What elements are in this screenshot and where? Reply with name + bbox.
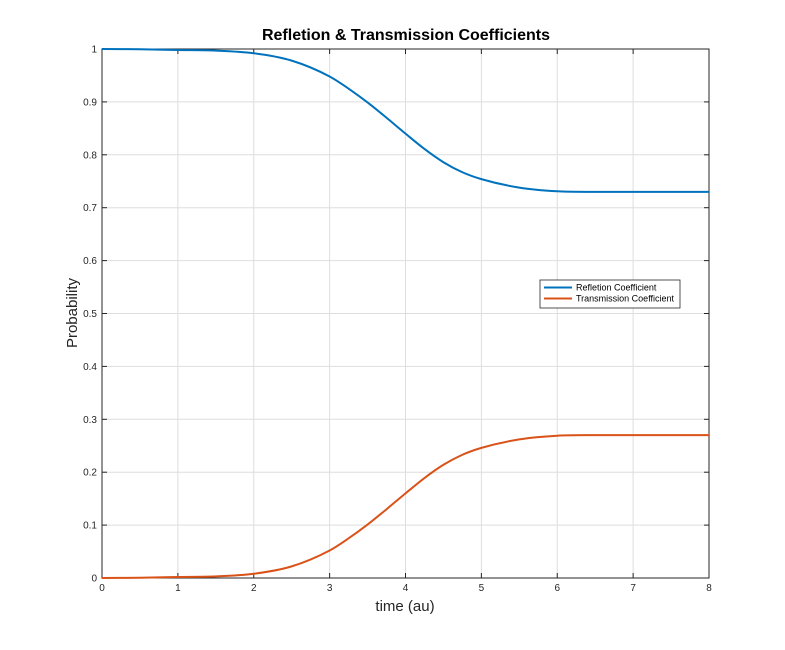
y-tick-label: 0.2: [83, 468, 97, 479]
y-tick-label: 0.1: [83, 521, 97, 532]
legend-box: [539, 279, 681, 309]
y-tick-label: 0.5: [83, 309, 97, 320]
series-line-0: [101, 48, 709, 193]
x-tick-label: 1: [175, 583, 181, 594]
series-layer: [101, 48, 709, 579]
legend-label: Refletion Coefficient: [576, 283, 657, 293]
grid-lines: [101, 48, 710, 579]
x-tick-label: 0: [99, 583, 105, 594]
x-tick-label: 7: [630, 583, 636, 594]
x-tick-label: 6: [554, 583, 560, 594]
y-tick-label: 0.7: [83, 203, 97, 214]
x-tick-label: 8: [706, 583, 712, 594]
y-axis-label: Probability: [64, 277, 81, 348]
x-axis-label: time (au): [375, 598, 434, 615]
y-tick-label: 0.4: [83, 362, 97, 373]
series-line-1: [101, 434, 709, 579]
chart-title: Refletion & Transmission Coefficients: [262, 27, 550, 44]
y-tick-label: 0.6: [83, 256, 97, 267]
y-tick-label: 0.3: [83, 415, 97, 426]
axes: 0 1 2 3 4 5 6 7 8 0 0.1 0.2 0.3 0.4 0.5 0.6 0.7 0.8 0.9 1: [83, 45, 712, 595]
y-tick-label: 0.9: [83, 97, 97, 108]
x-tick-label: 3: [327, 583, 333, 594]
legend-label: Transmission Coefficient: [576, 294, 675, 304]
y-tick-label: 0.8: [83, 150, 97, 161]
y-tick-label: 1: [91, 45, 97, 56]
x-tick-label: 4: [403, 583, 409, 594]
y-tick-label: 0: [91, 574, 97, 585]
x-tick-label: 5: [479, 583, 485, 594]
x-tick-label: 2: [251, 583, 257, 594]
